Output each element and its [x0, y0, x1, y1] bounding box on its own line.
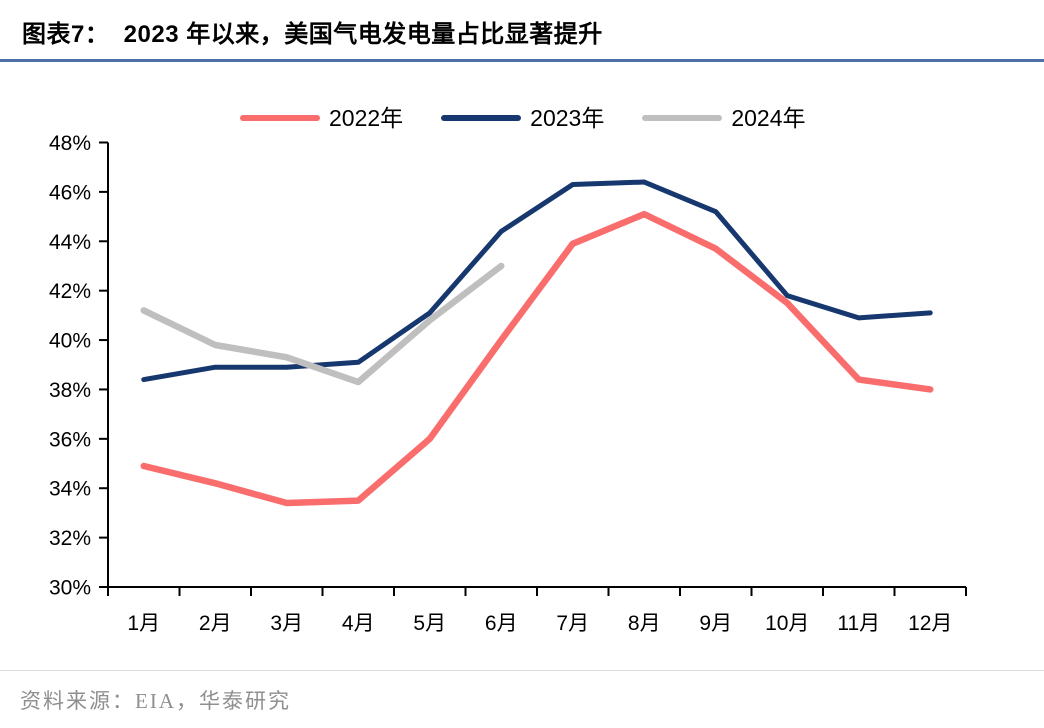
legend-swatch-2023 — [441, 115, 522, 121]
legend-item-2023: 2023年 — [441, 104, 605, 131]
series-line-2022年 — [140, 210, 934, 507]
series-line-2023年 — [141, 179, 933, 383]
legend-label-2024: 2024年 — [731, 104, 806, 131]
y-tick-label: 42% — [49, 280, 91, 303]
x-tick-label: 9月 — [699, 612, 732, 635]
x-tick-label: 6月 — [485, 612, 518, 635]
y-tick-label: 46% — [49, 181, 91, 204]
y-tick-label: 32% — [49, 527, 91, 550]
chart-legend: 2022年 2023年 2024年 — [240, 104, 806, 132]
y-tick-label: 36% — [49, 428, 91, 451]
x-tick-label: 3月 — [270, 612, 303, 635]
legend-swatch-2022 — [240, 115, 320, 121]
x-tick-label: 4月 — [342, 612, 375, 635]
series-line-2024年 — [140, 262, 505, 386]
x-tick-label: 5月 — [413, 612, 446, 635]
legend-swatch-2024 — [642, 115, 723, 121]
x-tick-label: 1月 — [127, 612, 160, 635]
source-note: 资料来源：EIA，华泰研究 — [0, 670, 1044, 715]
legend-item-2024: 2024年 — [642, 104, 806, 131]
y-tick-label: 38% — [49, 379, 91, 402]
x-tick-label: 11月 — [837, 612, 880, 635]
x-tick-label: 12月 — [908, 612, 952, 635]
legend-label-2023: 2023年 — [530, 104, 605, 131]
y-tick-label: 48% — [49, 132, 91, 155]
y-tick-label: 44% — [49, 231, 91, 254]
y-tick-label: 40% — [49, 330, 91, 353]
y-tick-label: 30% — [49, 577, 91, 600]
legend-label-2022: 2022年 — [329, 104, 404, 131]
x-tick-label: 10月 — [765, 612, 809, 635]
legend-item-2022: 2022年 — [240, 104, 404, 131]
x-tick-label: 7月 — [556, 612, 589, 635]
figure-title: 图表7： 2023 年以来，美国气电发电量占比显著提升 — [0, 0, 1044, 62]
x-tick-label: 8月 — [628, 612, 661, 635]
y-tick-label: 34% — [49, 478, 91, 501]
x-tick-label: 2月 — [199, 612, 232, 635]
